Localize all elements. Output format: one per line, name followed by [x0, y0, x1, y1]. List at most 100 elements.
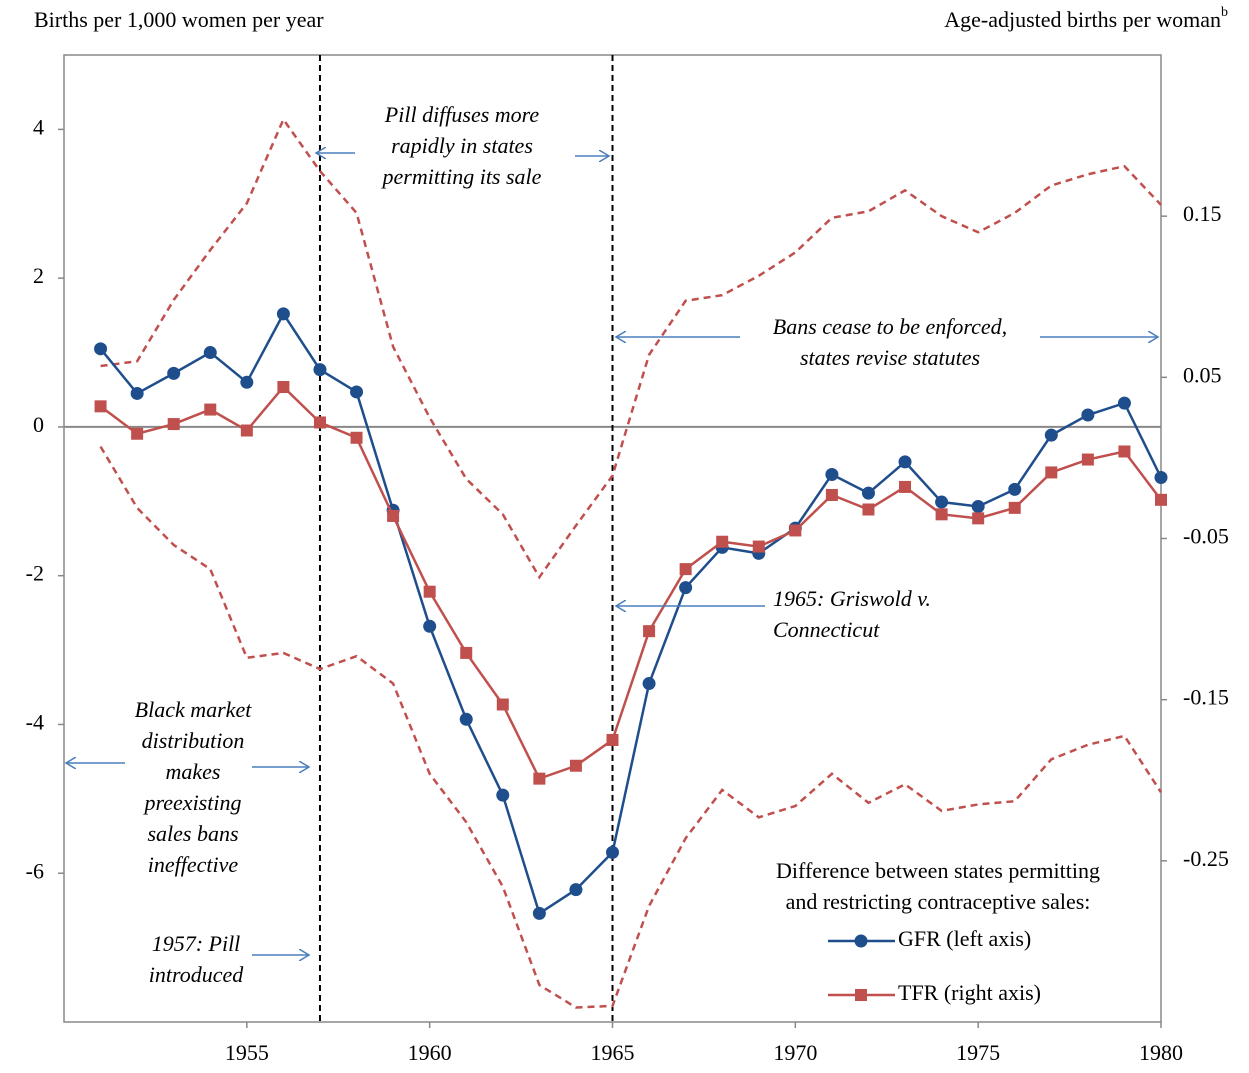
y2-axis-label: Age-adjusted births per womanb — [944, 5, 1228, 32]
marker — [1008, 501, 1021, 514]
confidence-band — [99, 445, 1163, 1009]
marker — [643, 625, 656, 638]
marker — [752, 540, 765, 553]
marker — [350, 385, 364, 399]
y-tick-label: 2 — [33, 263, 44, 288]
annotation: permitting its sale — [381, 164, 542, 189]
marker — [606, 845, 619, 859]
x-tick-label: 1960 — [408, 1040, 452, 1065]
marker — [569, 883, 583, 897]
marker — [1155, 493, 1167, 506]
x-tick-label: 1970 — [773, 1040, 817, 1065]
marker — [459, 712, 473, 726]
marker — [240, 375, 254, 389]
annotation: Black market — [135, 697, 253, 722]
marker — [423, 619, 437, 633]
y-tick-label: 4 — [33, 114, 44, 139]
y2-axis-label-sup: b — [1221, 5, 1228, 20]
legend-label: TFR (right axis) — [898, 980, 1041, 1005]
marker — [861, 486, 875, 500]
marker — [276, 307, 290, 321]
marker — [825, 488, 838, 501]
marker — [496, 788, 510, 802]
y-tick-label: -6 — [26, 858, 44, 883]
marker — [277, 381, 290, 394]
marker — [1118, 445, 1131, 458]
annotation: preexisting — [143, 790, 242, 815]
annotation: introduced — [149, 962, 244, 987]
marker — [167, 418, 180, 431]
annotation: sales bans — [147, 821, 238, 846]
marker — [204, 403, 217, 416]
y2-tick-label: -0.25 — [1183, 846, 1229, 871]
marker — [423, 585, 436, 598]
marker — [203, 346, 217, 360]
x-tick-label: 1975 — [956, 1040, 1000, 1065]
marker — [1008, 482, 1022, 496]
marker — [716, 535, 729, 548]
marker — [862, 503, 875, 516]
marker — [1154, 471, 1168, 485]
marker — [1045, 466, 1058, 479]
series-line — [99, 385, 1162, 781]
marker — [313, 416, 326, 429]
annotation: states revise statutes — [800, 345, 980, 370]
marker — [240, 424, 253, 437]
marker — [606, 733, 619, 746]
y2-tick-label: -0.15 — [1183, 685, 1229, 710]
legend-title: and restricting contraceptive sales: — [786, 889, 1091, 914]
marker — [313, 363, 327, 377]
marker — [1081, 408, 1095, 422]
marker — [679, 581, 693, 595]
annotation: Pill diffuses more — [384, 102, 540, 127]
annotation: makes — [166, 759, 221, 784]
annotation: 1957: Pill — [152, 931, 241, 956]
marker — [533, 772, 546, 785]
legend-marker — [854, 934, 868, 948]
annotation: Bans cease to be enforced, — [773, 314, 1007, 339]
annotation: ineffective — [148, 852, 239, 877]
marker — [532, 906, 546, 920]
y2-tick-label: 0.15 — [1183, 201, 1222, 226]
marker — [167, 366, 181, 380]
x-tick-label: 1965 — [591, 1040, 635, 1065]
marker — [935, 508, 948, 521]
marker — [460, 646, 473, 659]
marker — [899, 480, 912, 493]
marker — [569, 759, 582, 772]
marker — [94, 342, 108, 356]
marker — [131, 427, 144, 440]
annotation: Connecticut — [773, 617, 880, 642]
y2-tick-label: 0.05 — [1183, 362, 1222, 387]
y2-tick-label: -0.05 — [1183, 524, 1229, 549]
marker — [679, 563, 692, 576]
x-tick-label: 1955 — [225, 1040, 269, 1065]
marker — [350, 431, 363, 444]
marker — [789, 524, 802, 537]
marker — [94, 400, 107, 413]
y2-axis-label-text: Age-adjusted births per woman — [944, 7, 1221, 32]
series-line — [99, 311, 1163, 916]
marker — [972, 512, 985, 525]
annotation: rapidly in states — [391, 133, 533, 158]
marker — [642, 677, 656, 691]
marker — [496, 698, 509, 711]
marker — [898, 455, 912, 469]
legend-marker — [855, 989, 867, 1001]
marker — [130, 386, 144, 400]
legend-label: GFR (left axis) — [898, 926, 1031, 951]
legend-title: Difference between states permitting — [776, 858, 1100, 883]
marker — [825, 468, 839, 482]
marker — [1044, 428, 1058, 442]
y-tick-label: -4 — [26, 710, 44, 735]
marker — [971, 500, 985, 514]
x-tick-label: 1980 — [1139, 1040, 1183, 1065]
annotation: 1965: Griswold v. — [773, 586, 931, 611]
y-tick-label: 0 — [33, 412, 44, 437]
marker — [1117, 396, 1131, 410]
confidence-band — [100, 116, 1162, 580]
y-axis-label: Births per 1,000 women per year — [34, 7, 324, 32]
y-tick-label: -2 — [26, 561, 44, 586]
marker — [387, 509, 400, 522]
